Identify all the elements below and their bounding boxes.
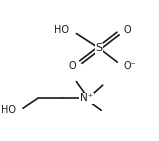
Text: O⁻: O⁻: [124, 61, 137, 71]
Text: N⁺: N⁺: [80, 93, 93, 103]
Text: HO: HO: [1, 105, 16, 115]
Text: O: O: [123, 25, 131, 35]
Text: S: S: [96, 43, 103, 53]
Text: HO: HO: [54, 25, 69, 35]
Text: O: O: [68, 61, 76, 71]
